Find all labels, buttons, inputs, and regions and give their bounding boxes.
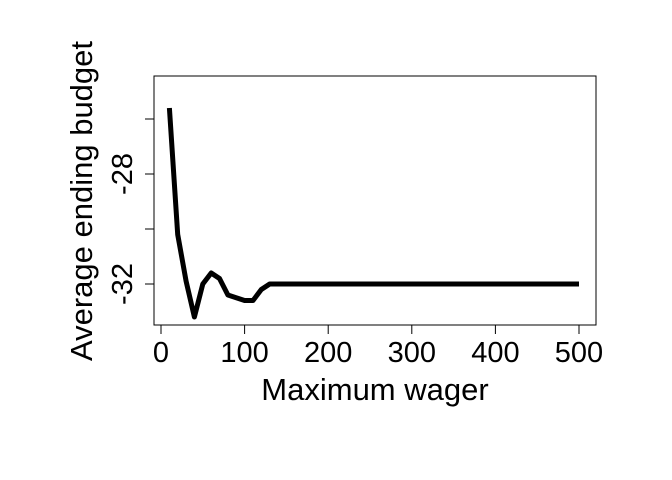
x-tick-label: 300	[388, 337, 436, 369]
y-tick-label: -32	[107, 263, 139, 305]
y-axis: -32 -28	[107, 118, 155, 305]
x-tick-label: 400	[471, 337, 519, 369]
x-axis-title: Maximum wager	[261, 372, 488, 407]
x-tick-label: 200	[304, 337, 352, 369]
plot-frame	[153, 75, 597, 326]
y-tick-label: -28	[107, 153, 139, 195]
x-tick-label: 100	[220, 337, 268, 369]
x-axis: 0 100 200 300 400 500	[153, 324, 603, 369]
x-tick-label: 500	[555, 337, 603, 369]
series-line	[166, 107, 579, 320]
y-axis-title: Average ending budget	[64, 41, 99, 361]
x-tick-label: 0	[153, 337, 169, 369]
